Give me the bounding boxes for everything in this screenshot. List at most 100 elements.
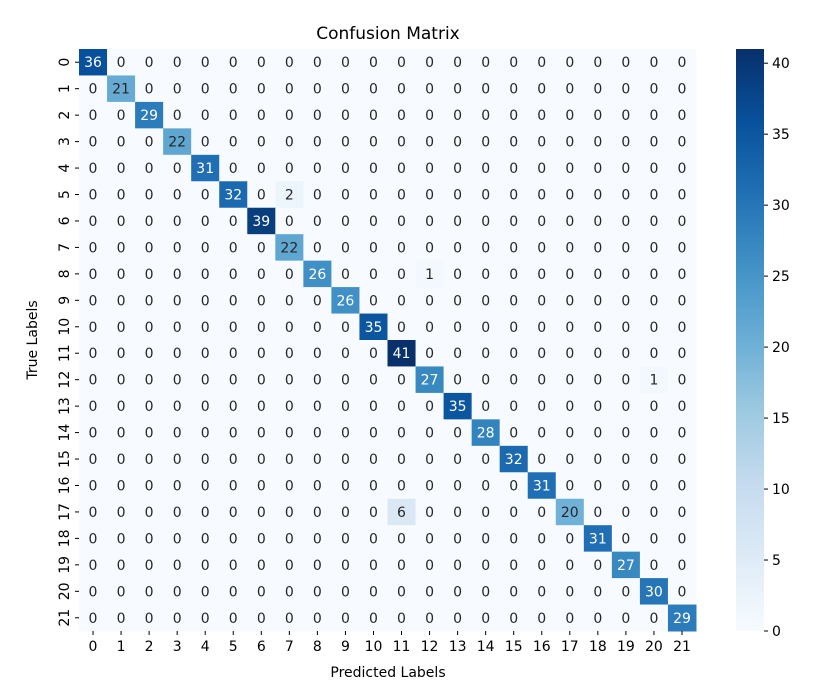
cell-value-label: 0 (257, 188, 266, 204)
cell-value-label: 0 (201, 214, 210, 230)
cell-value-label: 0 (481, 399, 490, 415)
heatmap-cell (247, 181, 276, 209)
heatmap-cell (499, 287, 529, 315)
heatmap-cell (583, 551, 613, 579)
cell-value-label: 0 (397, 135, 406, 151)
cell-value-label: 0 (117, 320, 126, 336)
y-tick-label: 6 (57, 216, 73, 225)
cell-value-label: 0 (397, 399, 406, 415)
heatmap-cell (415, 366, 445, 394)
heatmap-cell (247, 287, 276, 315)
heatmap-cell (527, 234, 557, 262)
heatmap-cell (191, 128, 220, 156)
cell-value-label: 0 (341, 214, 350, 230)
cell-value-label: 0 (229, 505, 238, 521)
cell-value-label: 0 (565, 82, 574, 98)
heatmap-cell (471, 419, 501, 447)
cell-value-label: 0 (145, 426, 154, 442)
x-tick-label: 5 (229, 639, 238, 655)
heatmap-cell (107, 340, 136, 367)
heatmap-cell (331, 578, 360, 606)
heatmap-cell (611, 154, 641, 182)
heatmap-cell (303, 340, 332, 367)
cell-value-label: 0 (678, 293, 687, 309)
heatmap-cell (499, 604, 529, 632)
heatmap-cell (107, 392, 136, 420)
heatmap-cell (555, 234, 585, 262)
cell-value-label: 0 (509, 267, 518, 283)
heatmap-cell (611, 207, 641, 235)
heatmap-cell (163, 419, 192, 447)
heatmap-cell (639, 419, 669, 447)
cell-value-label: 0 (341, 135, 350, 151)
heatmap-cell (191, 154, 220, 182)
cell-value-label: 0 (285, 452, 294, 468)
heatmap-cell (219, 366, 248, 394)
cell-value-label: 0 (313, 293, 322, 309)
cell-value-label: 0 (453, 55, 462, 71)
cell-value-label: 0 (621, 320, 630, 336)
heatmap-cell (555, 392, 585, 420)
heatmap-cell (527, 419, 557, 447)
cell-value-label: 0 (145, 267, 154, 283)
heatmap-cell (331, 313, 360, 341)
cell-value-label: 30 (645, 584, 663, 600)
cell-value-label: 0 (453, 135, 462, 151)
cell-value-label: 0 (313, 346, 322, 362)
cell-value-label: 0 (145, 135, 154, 151)
cell-value-label: 0 (425, 108, 434, 124)
heatmap-cell (387, 498, 417, 526)
cell-value-label: 0 (89, 214, 98, 230)
y-tick-label: 13 (57, 397, 73, 415)
heatmap-cell (79, 154, 108, 182)
cell-value-label: 0 (145, 611, 154, 627)
heatmap-cell (527, 49, 557, 76)
heatmap-cell (107, 101, 136, 129)
cell-value-label: 0 (313, 135, 322, 151)
heatmap-cell (219, 525, 248, 553)
heatmap-cell (331, 154, 360, 182)
heatmap-cell (163, 154, 192, 182)
cell-value-label: 0 (649, 55, 658, 71)
cell-value-label: 0 (369, 55, 378, 71)
heatmap-cell (443, 525, 473, 553)
cell-value-label: 0 (509, 188, 518, 204)
heatmap-cell (275, 181, 304, 209)
heatmap-cell (359, 445, 388, 473)
heatmap-cell (219, 260, 248, 288)
cell-value-label: 0 (89, 426, 98, 442)
cell-value-label: 0 (89, 267, 98, 283)
cell-value-label: 0 (481, 452, 490, 468)
cell-value-label: 0 (397, 240, 406, 256)
cell-value-label: 0 (313, 611, 322, 627)
heatmap-cell (79, 287, 108, 315)
cell-value-label: 0 (145, 161, 154, 177)
cell-value-label: 0 (509, 55, 518, 71)
heatmap-cell (303, 419, 332, 447)
y-tick-label: 10 (57, 318, 73, 336)
cell-value-label: 0 (173, 161, 182, 177)
y-tick-label: 0 (57, 58, 73, 67)
cell-value-label: 0 (229, 346, 238, 362)
heatmap-cell (303, 181, 332, 209)
cell-value-label: 0 (649, 108, 658, 124)
cell-value-label: 0 (565, 320, 574, 336)
cell-value-label: 0 (117, 214, 126, 230)
heatmap-cell (387, 234, 417, 262)
chart-title: Confusion Matrix (316, 24, 460, 44)
y-tick-label: 19 (57, 556, 73, 574)
heatmap-cell (303, 445, 332, 473)
heatmap-cell (79, 207, 108, 235)
cell-value-label: 0 (453, 452, 462, 468)
colorbar-tick-label: 35 (772, 127, 790, 143)
heatmap-cell (331, 207, 360, 235)
heatmap-cell (331, 419, 360, 447)
heatmap-cell (107, 472, 136, 500)
cell-value-label: 0 (89, 108, 98, 124)
heatmap-cell (331, 366, 360, 394)
heatmap-cell (583, 578, 613, 606)
cell-value-label: 0 (229, 373, 238, 389)
cell-value-label: 0 (89, 505, 98, 521)
cell-value-label: 0 (201, 293, 210, 309)
heatmap-cell (387, 340, 417, 367)
